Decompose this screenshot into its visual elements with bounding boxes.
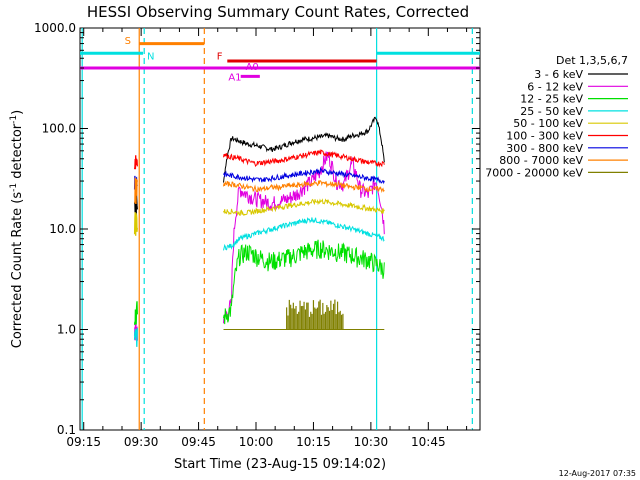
series-trace xyxy=(223,180,385,193)
flag-label: A0 xyxy=(246,62,259,73)
y-axis-label-sup1: -1 xyxy=(9,183,19,192)
flag-label: N xyxy=(147,52,154,63)
y-axis-label-mid: detector xyxy=(10,123,25,183)
legend-label: 12 - 25 keV xyxy=(520,93,583,106)
legend-label: 50 - 100 keV xyxy=(513,117,583,130)
legend-label: 7000 - 20000 keV xyxy=(485,166,583,179)
y-tick-label: 100.0 xyxy=(42,122,76,136)
flag-label: A1 xyxy=(228,73,241,84)
y-tick-label: 0.1 xyxy=(57,423,76,437)
y-axis-ticks: 0.1 1.0 10.0 100.0 1000.0 xyxy=(34,21,480,437)
series-trace xyxy=(223,116,385,183)
flag-label: F xyxy=(217,52,223,63)
x-tick-label: 09:45 xyxy=(181,435,216,449)
legend-label: 6 - 12 keV xyxy=(527,80,583,93)
series-trace xyxy=(223,239,385,325)
series-trace xyxy=(223,198,385,216)
x-axis-label: Start Time (23-Aug-15 09:14:02) xyxy=(174,457,386,472)
x-axis-ticks: 09:15 09:30 09:45 10:00 10:15 10:30 10:45 xyxy=(66,28,468,449)
series-trace-early xyxy=(133,327,138,347)
y-tick-label: 1.0 xyxy=(57,323,76,337)
chart-title: HESSI Observing Summary Count Rates, Cor… xyxy=(87,3,469,21)
y-tick-label: 1000.0 xyxy=(34,21,76,35)
legend-label: 100 - 300 keV xyxy=(506,130,583,143)
footer-timestamp: 12-Aug-2017 07:35 xyxy=(559,469,636,478)
legend-label: 3 - 6 keV xyxy=(534,68,583,81)
series-trace-early xyxy=(133,155,138,170)
plot-frame xyxy=(79,27,481,431)
x-tick-label: 09:15 xyxy=(66,435,101,449)
series-trace xyxy=(223,148,385,168)
y-axis-label-end: ) xyxy=(10,110,25,115)
series-trace xyxy=(223,151,385,324)
y-tick-label: 10.0 xyxy=(49,222,76,236)
x-tick-label: 09:30 xyxy=(124,435,159,449)
x-tick-label: 10:00 xyxy=(239,435,274,449)
series-trace-early xyxy=(133,301,138,325)
x-tick-label: 10:30 xyxy=(354,435,389,449)
x-tick-label: 10:45 xyxy=(411,435,446,449)
legend-label: 25 - 50 keV xyxy=(520,105,583,118)
legend-title: Det 1,3,5,6,7 xyxy=(556,54,628,67)
legend-label: 800 - 7000 keV xyxy=(499,154,583,167)
series-lines xyxy=(133,116,385,347)
flag-label: S xyxy=(125,36,131,47)
series-trace-early xyxy=(133,212,138,236)
series-trace xyxy=(223,216,385,251)
series-trace xyxy=(223,166,385,185)
y-axis-label-main: Corrected Count Rate (s xyxy=(10,192,25,349)
y-axis-label-sup2: -1 xyxy=(9,115,19,124)
legend-label: 300 - 800 keV xyxy=(506,142,583,155)
flag-bars: S N F A0 A1 xyxy=(80,36,480,84)
y-axis-label: Corrected Count Rate (s-1 detector-1) xyxy=(9,110,25,348)
series-trace-early xyxy=(134,177,138,205)
x-tick-label: 10:15 xyxy=(296,435,331,449)
